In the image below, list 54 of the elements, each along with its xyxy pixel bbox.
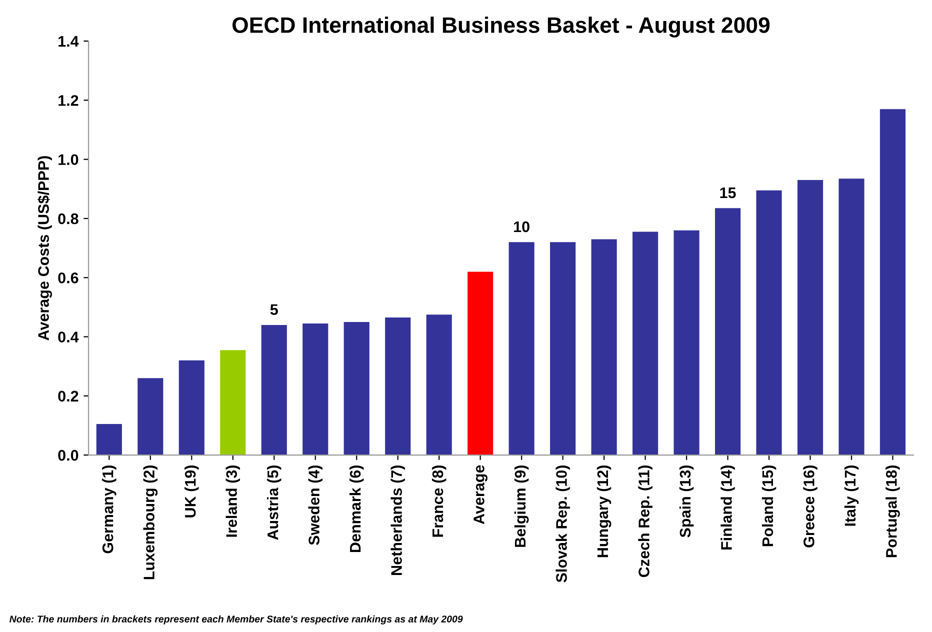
x-tick-label: Austria (5) xyxy=(267,466,282,540)
x-tick-label: Finland (14) xyxy=(720,466,735,550)
y-tick-label: 0.6 xyxy=(58,272,78,284)
bar xyxy=(756,190,782,456)
x-tick-label: Czech Rep. (11) xyxy=(638,466,652,578)
bar xyxy=(880,109,906,456)
bar xyxy=(138,378,164,456)
y-tick-label: 1.0 xyxy=(58,154,78,166)
x-tick-label: Belgium (9) xyxy=(514,466,529,547)
x-tick-label: Netherlands (7) xyxy=(390,466,405,575)
text: Note: The numbers in brackets represent each Member State's respective rankings as at May 2009 xyxy=(9,615,463,624)
bar xyxy=(591,239,617,456)
bar xyxy=(674,230,700,456)
chart-title: OECD International Business Basket - August 2009 xyxy=(232,16,770,38)
bar xyxy=(632,232,658,456)
y-tick-label: 1.4 xyxy=(58,36,79,47)
x-tick-label: Spain (13) xyxy=(679,466,694,538)
bar xyxy=(261,324,287,456)
bar xyxy=(96,424,122,456)
x-tick-label: Poland (15) xyxy=(762,466,776,546)
x-tick-label: Portugal (18) xyxy=(886,466,900,558)
annotation: 15 xyxy=(720,188,736,198)
x-tick-label: Ireland (3) xyxy=(226,466,240,537)
bar xyxy=(508,242,534,456)
y-tick-label: 1.2 xyxy=(58,95,78,106)
x-tick-label: Italy (17) xyxy=(844,466,859,526)
annotation: 5 xyxy=(270,304,278,315)
y-tick-label: 0.8 xyxy=(58,213,78,224)
x-tick-label: Hungary (12) xyxy=(596,466,612,558)
x-tick-label: Greece (16) xyxy=(803,466,818,548)
annotation: 10 xyxy=(514,221,530,232)
bar xyxy=(178,360,204,456)
bar xyxy=(838,178,864,456)
bar xyxy=(385,318,411,456)
y-tick-label: 0.2 xyxy=(58,390,78,402)
x-tick-label: UK (19) xyxy=(184,466,199,518)
x-tick-label: Luxembourg (2) xyxy=(143,466,158,580)
bar xyxy=(550,242,576,456)
x-tick-label: Sweden (4) xyxy=(308,466,322,545)
y-tick-label: 0.4 xyxy=(58,332,79,342)
y-axis-title: Average Costs (US$/PPP) xyxy=(37,156,52,340)
x-tick-label: Slovak Rep. (10) xyxy=(556,466,570,582)
bar xyxy=(302,323,328,456)
x-tick-label: France (8) xyxy=(432,466,446,537)
bar xyxy=(468,272,494,456)
bar xyxy=(220,350,246,456)
x-tick-label: Denmark (6) xyxy=(349,466,364,552)
bar xyxy=(344,322,370,456)
bar xyxy=(797,180,824,456)
y-tick-label: 0.0 xyxy=(58,450,78,461)
x-tick-label: Germany (1) xyxy=(102,466,116,554)
bar xyxy=(426,314,452,456)
bar xyxy=(714,208,741,456)
x-tick-label: Average xyxy=(474,465,488,524)
